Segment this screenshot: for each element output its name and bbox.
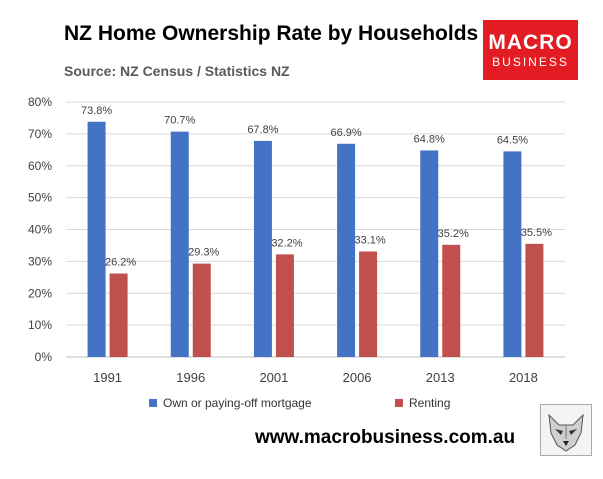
- bar-own-2006: [337, 143, 356, 357]
- data-label-own-2013: 64.8%: [414, 133, 445, 145]
- data-label-own-2001: 67.8%: [247, 124, 278, 136]
- bar-renting-1991: [109, 273, 128, 357]
- x-tick-label: 2001: [259, 370, 288, 385]
- logo-line-2: BUSINESS: [492, 55, 569, 69]
- data-label-own-2018: 64.5%: [497, 134, 528, 146]
- legend-label-own: Own or paying-off mortgage: [163, 396, 312, 410]
- data-label-renting-2018: 35.5%: [521, 227, 552, 239]
- wolf-icon: [540, 404, 592, 456]
- y-tick-label: 30%: [28, 254, 52, 268]
- x-tick-label: 2013: [426, 370, 455, 385]
- y-tick-label: 20%: [28, 286, 52, 300]
- legend-item-own: Own or paying-off mortgage: [149, 396, 312, 410]
- y-tick-label: 60%: [28, 159, 52, 173]
- y-tick-label: 80%: [28, 95, 52, 109]
- data-label-renting-1991: 26.2%: [105, 256, 136, 268]
- bar-renting-2018: [525, 243, 544, 357]
- bar-own-2018: [503, 151, 522, 357]
- logo-line-1: MACRO: [488, 31, 573, 54]
- data-label-renting-1996: 29.3%: [188, 247, 219, 259]
- data-label-renting-2013: 35.2%: [438, 228, 469, 240]
- website-url[interactable]: www.macrobusiness.com.au: [255, 427, 516, 448]
- data-label-own-2006: 66.9%: [330, 127, 361, 139]
- x-tick-label: 2006: [343, 370, 372, 385]
- bar-renting-1996: [192, 263, 211, 357]
- y-tick-label: 0%: [35, 350, 53, 364]
- y-tick-label: 10%: [28, 318, 52, 332]
- bar-renting-2013: [442, 244, 461, 357]
- bar-own-1991: [87, 121, 106, 357]
- y-tick-label: 50%: [28, 191, 52, 205]
- legend-item-renting: Renting: [395, 396, 450, 410]
- data-label-own-1991: 73.8%: [81, 105, 112, 117]
- bar-renting-2001: [275, 254, 294, 357]
- chart-source: Source: NZ Census / Statistics NZ: [64, 63, 290, 79]
- bar-renting-2006: [359, 251, 378, 357]
- data-label-renting-2006: 33.1%: [354, 234, 385, 246]
- legend-swatch-renting: [395, 399, 403, 407]
- legend-swatch-own: [149, 399, 157, 407]
- x-tick-label: 1991: [93, 370, 122, 385]
- x-tick-label: 1996: [176, 370, 205, 385]
- legend-label-renting: Renting: [409, 396, 451, 410]
- bar-own-1996: [170, 131, 189, 357]
- macrobusiness-logo: MACRO BUSINESS: [483, 20, 578, 80]
- bar-chart: 0% 10% 20% 30% 40% 50% 60% 70% 80% 73.8% 26.2% 1991…: [28, 95, 565, 385]
- data-label-own-1996: 70.7%: [164, 115, 195, 127]
- y-tick-label: 40%: [28, 223, 52, 237]
- bar-own-2001: [253, 140, 272, 357]
- bar-own-2013: [420, 150, 439, 357]
- wolf-emblem-drawing: [548, 413, 584, 452]
- chart-title: NZ Home Ownership Rate by Households: [64, 22, 479, 45]
- y-tick-label: 70%: [28, 127, 52, 141]
- x-tick-label: 2018: [509, 370, 538, 385]
- data-label-renting-2001: 32.2%: [271, 237, 302, 249]
